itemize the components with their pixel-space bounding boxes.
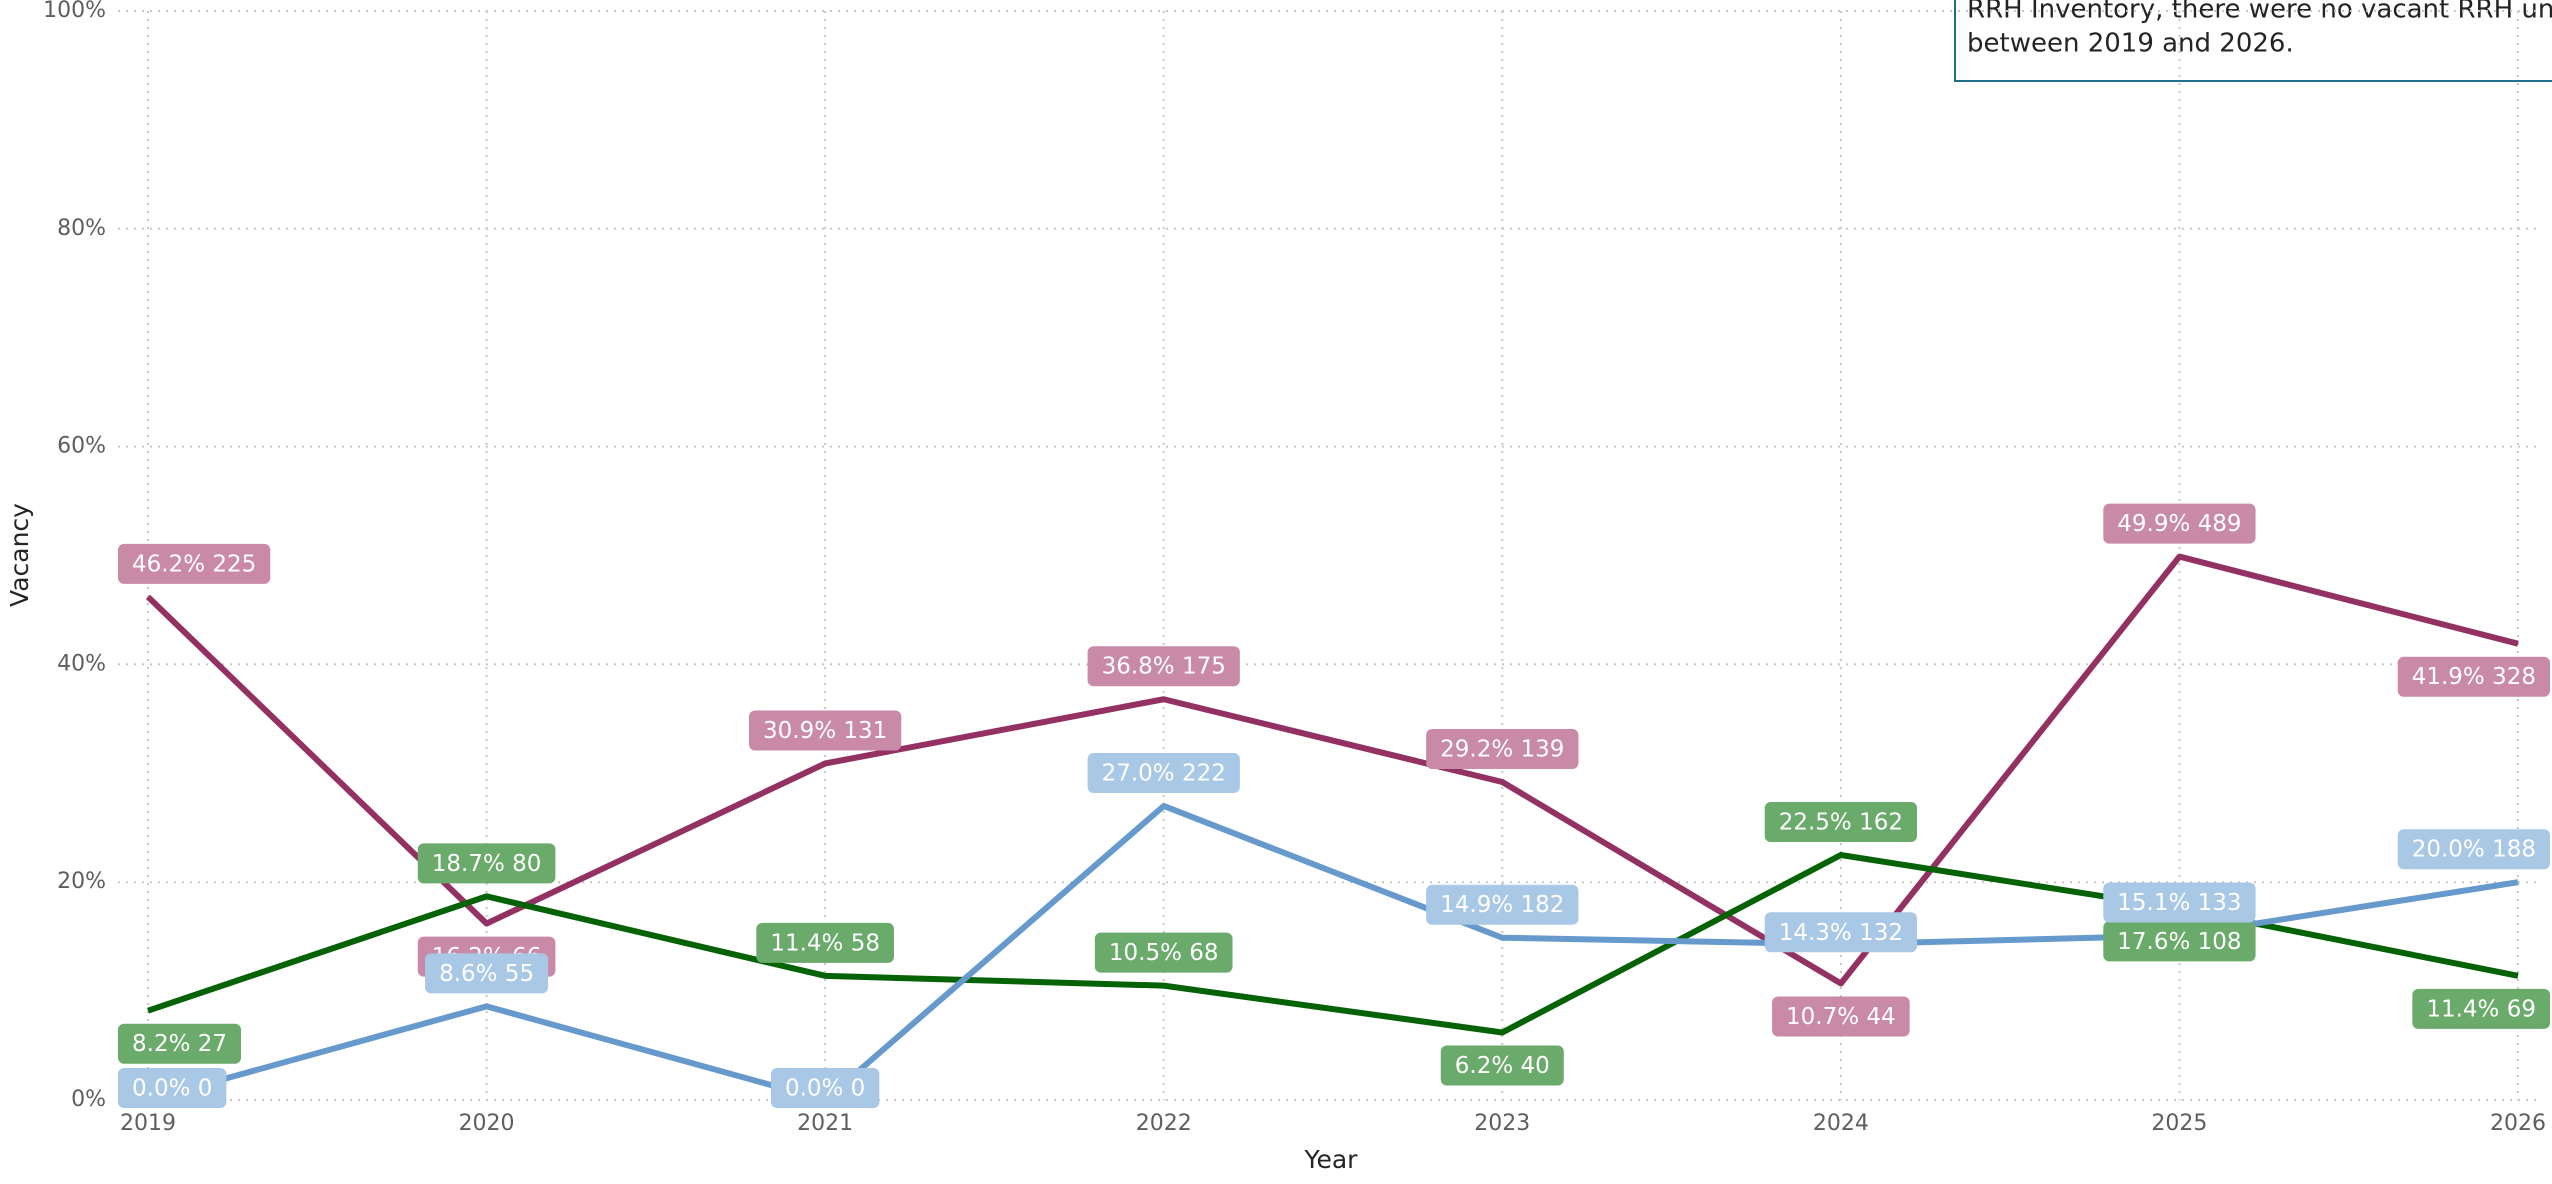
- data-label: 27.0% 222: [1087, 752, 1240, 793]
- data-label-bg: [2412, 988, 2550, 1029]
- x-tick-label: 2020: [459, 1111, 515, 1136]
- data-label-text: 11.4% 58: [770, 930, 880, 956]
- data-label: 29.2% 139: [1426, 729, 1579, 770]
- data-label: 11.4% 58: [756, 922, 894, 963]
- y-axis-title: Vacancy: [5, 503, 34, 607]
- data-label-text: 10.7% 44: [1786, 1004, 1896, 1030]
- data-label: 17.6% 108: [2103, 921, 2256, 962]
- data-label: 22.5% 162: [1764, 801, 1917, 842]
- x-tick-label: 2021: [797, 1111, 853, 1136]
- series-line: [145, 553, 2519, 987]
- data-label: 18.7% 80: [417, 843, 556, 884]
- y-tick-label: 40%: [57, 651, 106, 676]
- data-label: 30.9% 131: [749, 710, 902, 751]
- data-label-bg: [770, 1068, 880, 1108]
- data-label-text: 0.0% 0: [785, 1076, 865, 1102]
- data-label-text: 36.8% 175: [1102, 654, 1226, 680]
- data-label-bg: [1764, 912, 1917, 953]
- data-label-text: 11.4% 69: [2426, 996, 2536, 1022]
- data-label-text: 30.9% 131: [763, 718, 887, 744]
- data-label-text: 27.0% 222: [1102, 760, 1226, 786]
- data-label: 0.0% 0: [770, 1068, 880, 1108]
- y-tick-label: 0%: [71, 1087, 106, 1112]
- annotation-line: RRH Inventory, there were no vacant RRH …: [1967, 0, 2552, 25]
- y-tick-label: 100%: [43, 0, 106, 23]
- data-label-bg: [118, 543, 271, 584]
- x-tick-label: 2025: [2151, 1111, 2207, 1136]
- data-label: 36.8% 175: [1087, 646, 1240, 687]
- data-label: 14.3% 132: [1764, 912, 1917, 953]
- data-label-text: 14.3% 132: [1779, 920, 1903, 946]
- data-label: 49.9% 489: [2103, 503, 2256, 544]
- data-label-bg: [2103, 503, 2256, 544]
- annotation-box: [1954, 0, 2552, 82]
- data-label-bg: [417, 843, 556, 884]
- data-label: 10.7% 44: [1772, 996, 1910, 1037]
- lines: [145, 553, 2519, 1103]
- data-label-bg: [756, 922, 894, 963]
- data-label: 14.9% 182: [1426, 884, 1579, 925]
- data-label: 46.2% 225: [118, 543, 271, 584]
- data-label-bg: [2397, 829, 2550, 870]
- data-label-text: 0.0% 0: [132, 1076, 212, 1102]
- data-label-bg: [2397, 656, 2550, 697]
- data-label-bg: [1426, 884, 1579, 925]
- data-label: 20.0% 188: [2397, 829, 2550, 870]
- data-label-text: 18.7% 80: [432, 851, 542, 877]
- data-label-bg: [1764, 801, 1917, 842]
- x-tick-label: 2022: [1136, 1111, 1192, 1136]
- data-label-bg: [2103, 921, 2256, 962]
- data-label-text: 6.2% 40: [1455, 1053, 1550, 1079]
- x-tick-label: 2026: [2490, 1111, 2546, 1136]
- data-label-text: 46.2% 225: [132, 551, 256, 577]
- data-label-text: 14.9% 182: [1440, 892, 1564, 918]
- x-axis-title: Year: [1304, 1145, 1359, 1174]
- data-label-bg: [749, 710, 902, 751]
- data-label: 10.5% 68: [1094, 932, 1233, 973]
- x-tick-label: 2023: [1474, 1111, 1530, 1136]
- data-label-text: 20.0% 188: [2412, 837, 2536, 863]
- data-label: 41.9% 328: [2397, 656, 2550, 697]
- data-label-bg: [2103, 882, 2256, 923]
- data-label-text: 8.2% 27: [132, 1031, 227, 1057]
- data-label: 11.4% 69: [2412, 988, 2550, 1029]
- data-label-text: 41.9% 328: [2412, 664, 2536, 690]
- data-label-bg: [118, 1068, 227, 1108]
- data-label-bg: [1440, 1045, 1564, 1086]
- data-label-bg: [425, 953, 549, 994]
- data-label-bg: [1087, 752, 1240, 793]
- y-tick-label: 60%: [57, 434, 106, 459]
- data-label: 8.6% 55: [425, 953, 549, 994]
- data-label-text: 22.5% 162: [1779, 809, 1903, 835]
- data-label-bg: [1094, 932, 1233, 973]
- data-label: 0.0% 0: [118, 1068, 227, 1108]
- data-label-text: 10.5% 68: [1109, 940, 1219, 966]
- data-label: 8.2% 27: [118, 1023, 242, 1064]
- annotation-line: between 2019 and 2026.: [1967, 29, 2294, 59]
- data-label: 6.2% 40: [1440, 1045, 1564, 1086]
- data-label-text: 49.9% 489: [2117, 511, 2241, 537]
- data-label-text: 17.6% 108: [2117, 929, 2241, 955]
- data-label-bg: [1087, 646, 1240, 687]
- data-label-text: 15.1% 133: [2117, 890, 2241, 916]
- x-tick-label: 2024: [1813, 1111, 1869, 1136]
- data-label: 15.1% 133: [2103, 882, 2256, 923]
- data-label-text: 29.2% 139: [1440, 737, 1564, 763]
- data-label-text: 8.6% 55: [439, 961, 534, 987]
- x-tick-label: 2019: [120, 1111, 176, 1136]
- data-label-bg: [1426, 729, 1579, 770]
- y-tick-label: 80%: [57, 216, 106, 241]
- data-label-bg: [1772, 996, 1910, 1037]
- data-label-bg: [118, 1023, 242, 1064]
- y-tick-label: 20%: [57, 869, 106, 894]
